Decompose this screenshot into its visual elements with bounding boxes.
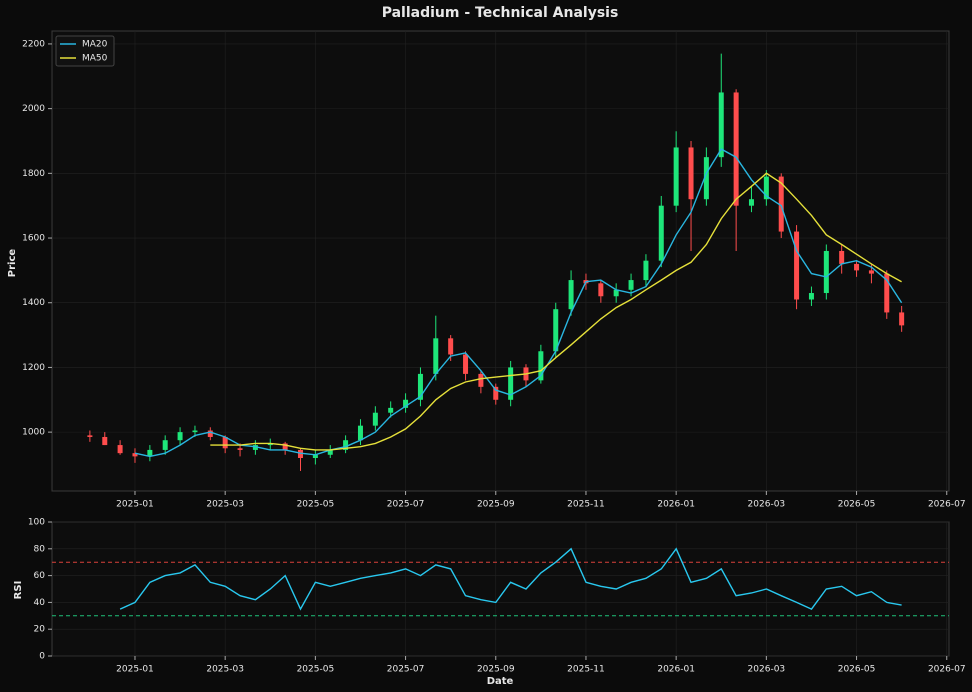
x-tick-label: 2025-03 (206, 500, 244, 510)
y-tick-label: 1200 (22, 363, 45, 373)
legend-label: MA20 (82, 40, 108, 50)
candle-body (87, 435, 93, 437)
candle-body (493, 386, 499, 400)
candle-body (703, 157, 709, 200)
y-tick-label: 1400 (22, 298, 45, 308)
candle-body (658, 205, 664, 261)
candle-body (102, 436, 108, 446)
candle-body (718, 92, 724, 158)
candle-body (643, 260, 649, 281)
candle-body (117, 445, 123, 454)
x-tick-label: 2025-03 (206, 665, 244, 675)
candle-body (237, 448, 243, 450)
candle-body (177, 432, 183, 441)
y-tick-label: 2000 (22, 104, 45, 114)
x-tick-label: 2026-05 (838, 665, 876, 675)
price-plot-area (51, 30, 950, 492)
candle-body (403, 399, 409, 408)
candle-body (327, 449, 333, 455)
y-tick-label: 2200 (22, 39, 45, 49)
rsi-plot-area (51, 521, 950, 657)
candle-body (839, 250, 845, 264)
x-tick-label: 2025-11 (567, 665, 605, 675)
candle-body (192, 430, 198, 433)
x-tick-label: 2026-07 (928, 500, 966, 510)
candle-body (884, 273, 890, 313)
candle-body (598, 283, 604, 297)
x-tick-label: 2025-01 (116, 665, 154, 675)
candle-body (628, 280, 634, 290)
candle-body (613, 289, 619, 297)
x-tick-label: 2026-07 (928, 665, 966, 675)
line-ma50 (210, 172, 902, 451)
x-tick-label: 2026-03 (748, 500, 786, 510)
candle-body (162, 440, 168, 450)
y-tick-label: 20 (34, 625, 46, 635)
candle-body (417, 373, 423, 400)
x-tick-label: 2025-09 (477, 500, 515, 510)
candle-body (312, 454, 318, 459)
candle-body (688, 147, 694, 200)
candle-body (733, 92, 739, 206)
candle-body (207, 430, 213, 437)
y-tick-label: 60 (34, 571, 46, 581)
rsi-axis-label: RSI (13, 581, 24, 600)
candle-body (568, 280, 574, 310)
candle-body (763, 176, 769, 200)
candle-body (538, 351, 544, 381)
y-tick-label: 40 (34, 598, 46, 608)
x-tick-label: 2026-01 (657, 665, 695, 675)
legend-label: MA50 (82, 54, 108, 64)
candle-body (222, 436, 228, 449)
candle-body (252, 445, 258, 450)
candle-body (388, 407, 394, 413)
candle-body (808, 293, 814, 300)
candle-body (854, 263, 860, 271)
candle-body (433, 338, 439, 374)
candle-body (357, 425, 363, 441)
candle-body (132, 453, 138, 457)
candle-body (748, 199, 754, 206)
candle-body (282, 443, 288, 450)
candle-body (297, 449, 303, 459)
x-tick-label: 2025-07 (387, 500, 425, 510)
line-ma20 (134, 148, 903, 458)
chart-title: Palladium - Technical Analysis (382, 5, 619, 21)
y-axis-label: Price (7, 249, 18, 278)
x-tick-label: 2025-05 (297, 500, 335, 510)
candle-body (372, 412, 378, 426)
x-axis-label: Date (487, 676, 514, 687)
candle-body (778, 176, 784, 232)
x-tick-label: 2026-03 (748, 665, 786, 675)
candle-body (448, 338, 454, 355)
candle-body (463, 354, 469, 374)
x-tick-label: 2026-01 (657, 500, 695, 510)
x-tick-label: 2025-07 (387, 665, 425, 675)
y-tick-label: 100 (28, 518, 45, 528)
y-tick-label: 0 (39, 652, 45, 662)
candle-body (899, 312, 905, 326)
line-rsi (119, 547, 902, 611)
candle-body (553, 309, 559, 352)
candle-body (147, 449, 153, 457)
y-tick-label: 1600 (22, 234, 45, 244)
candle-body (267, 443, 273, 446)
y-tick-label: 1000 (22, 428, 45, 438)
y-tick-label: 80 (34, 544, 46, 554)
candle-body (794, 231, 800, 300)
x-tick-label: 2025-01 (116, 500, 154, 510)
x-tick-label: 2025-11 (567, 500, 605, 510)
candle-body (478, 373, 484, 387)
y-tick-label: 1800 (22, 169, 45, 179)
x-tick-label: 2026-05 (838, 500, 876, 510)
candle-body (868, 270, 874, 274)
candle-body (673, 147, 679, 206)
candle-body (343, 440, 349, 450)
x-tick-label: 2025-05 (297, 665, 335, 675)
candle-body (823, 250, 829, 294)
candle-body (508, 367, 514, 400)
x-tick-label: 2025-09 (477, 665, 515, 675)
